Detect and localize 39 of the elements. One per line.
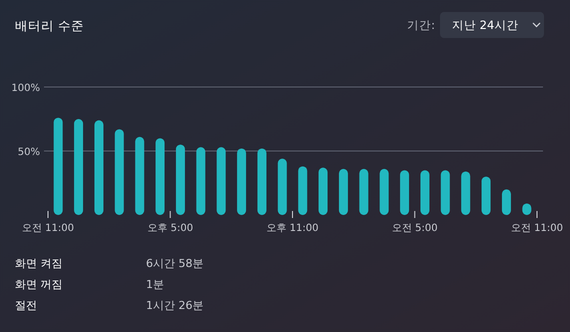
bar: [318, 168, 328, 215]
bar: [216, 147, 226, 215]
bar: [237, 148, 246, 215]
bar: [156, 138, 165, 215]
bar: [461, 171, 470, 215]
bar: [380, 168, 389, 215]
bar: [359, 168, 368, 215]
text: 오후 5:00: [147, 223, 194, 234]
text: 오전 11:00: [22, 223, 74, 234]
text: 절전: [15, 299, 37, 312]
bar: [278, 158, 287, 215]
bar: [420, 170, 430, 215]
text: 오후 11:00: [266, 223, 318, 234]
bar: [114, 129, 124, 215]
text: 6시간 58분: [146, 257, 204, 270]
text: 오전 5:00: [392, 223, 438, 234]
bar: [54, 118, 63, 215]
bar: [298, 166, 308, 215]
text: 화면 켜짐: [15, 257, 62, 270]
bar: [338, 168, 348, 215]
bar: [74, 119, 84, 215]
bar: [176, 144, 185, 215]
bar: [400, 170, 410, 215]
chart-title: 배터리 수준: [15, 18, 84, 33]
bar: [94, 120, 104, 215]
text: 1시간 26분: [146, 299, 204, 312]
text: 기간:: [407, 18, 435, 32]
text: 오전 11:00: [511, 223, 563, 234]
y-tick-label: 100%: [11, 83, 40, 94]
bar: [135, 136, 144, 215]
text: 화면 꺼짐: [15, 278, 62, 291]
text: 1분: [146, 278, 164, 291]
bar: [257, 148, 266, 215]
bar: [440, 170, 450, 215]
bar: [482, 176, 491, 215]
text: 지난 24시간: [452, 18, 518, 32]
y-tick-label: 50%: [18, 147, 40, 158]
bar: [502, 189, 511, 215]
bar: [196, 147, 206, 215]
